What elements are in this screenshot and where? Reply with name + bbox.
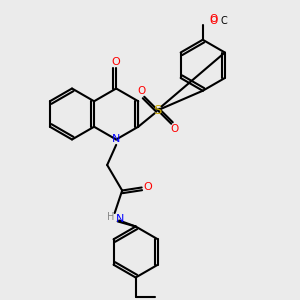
Text: S: S bbox=[154, 104, 162, 117]
Text: H: H bbox=[107, 212, 115, 222]
Text: O: O bbox=[209, 16, 218, 26]
Text: C: C bbox=[221, 16, 228, 26]
Text: N: N bbox=[116, 214, 124, 224]
Text: O: O bbox=[137, 86, 146, 96]
Text: O: O bbox=[170, 124, 178, 134]
Text: O: O bbox=[143, 182, 152, 193]
Text: N: N bbox=[112, 134, 120, 145]
Text: O: O bbox=[112, 57, 121, 68]
Text: O: O bbox=[209, 14, 217, 24]
